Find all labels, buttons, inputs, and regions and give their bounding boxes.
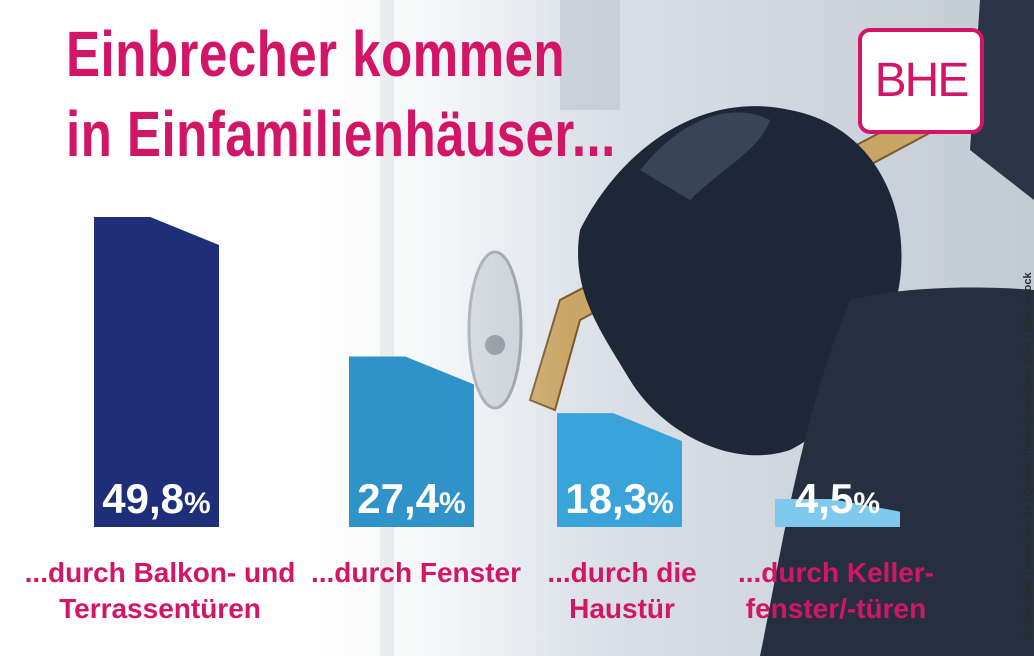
- bar-4: [775, 498, 900, 527]
- data-label-1: 49,8%: [102, 475, 210, 522]
- bar-1: [94, 217, 219, 527]
- data-label-4: 4,5%: [795, 475, 880, 522]
- data-label-2: 27,4%: [357, 475, 465, 522]
- bar-3: [557, 413, 682, 527]
- chart-title-line-1: Einbrecher kommen: [66, 18, 566, 90]
- data-label-3: 18,3%: [565, 475, 673, 522]
- category-label-2: ...durch Fenster: [311, 557, 521, 588]
- bar-2: [349, 356, 474, 527]
- source-credit: Grafik: BHE | www.bhe.de | Quelle: Poliz…: [1022, 272, 1034, 640]
- category-label-3: ...durch die Haustür: [547, 557, 696, 624]
- category-label-4: ...durch Keller-fenster/-türen: [738, 557, 934, 624]
- category-label-1: ...durch Balkon- und Terrassentüren: [25, 557, 296, 624]
- bhe-logo-text: BHE: [874, 54, 970, 107]
- chart-title-line-2: in Einfamilienhäuser...: [66, 98, 616, 170]
- bhe-logo: BHE: [858, 28, 984, 134]
